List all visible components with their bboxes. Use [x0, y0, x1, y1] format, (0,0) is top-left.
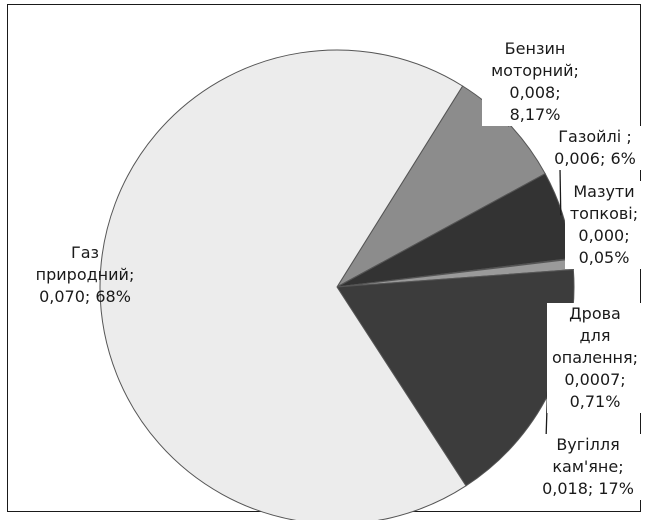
label-drova: Дрова для опалення; 0,0007; 0,71%	[547, 303, 643, 413]
label-benzyn: Бензин моторний; 0,008; 8,17%	[482, 38, 588, 126]
leader-line	[559, 167, 562, 216]
slice-haz-pryrodnyi	[99, 49, 467, 520]
label-hazoili: Газойлі ; 0,006; 6%	[548, 126, 642, 170]
label-vuhillia: Вугілля кам'яне; 0,018; 17%	[533, 434, 643, 500]
label-haz-pryrodnyi: Газ природний; 0,070; 68%	[35, 243, 135, 306]
label-mazuty: Мазути топкові; 0,000; 0,05%	[565, 181, 643, 269]
